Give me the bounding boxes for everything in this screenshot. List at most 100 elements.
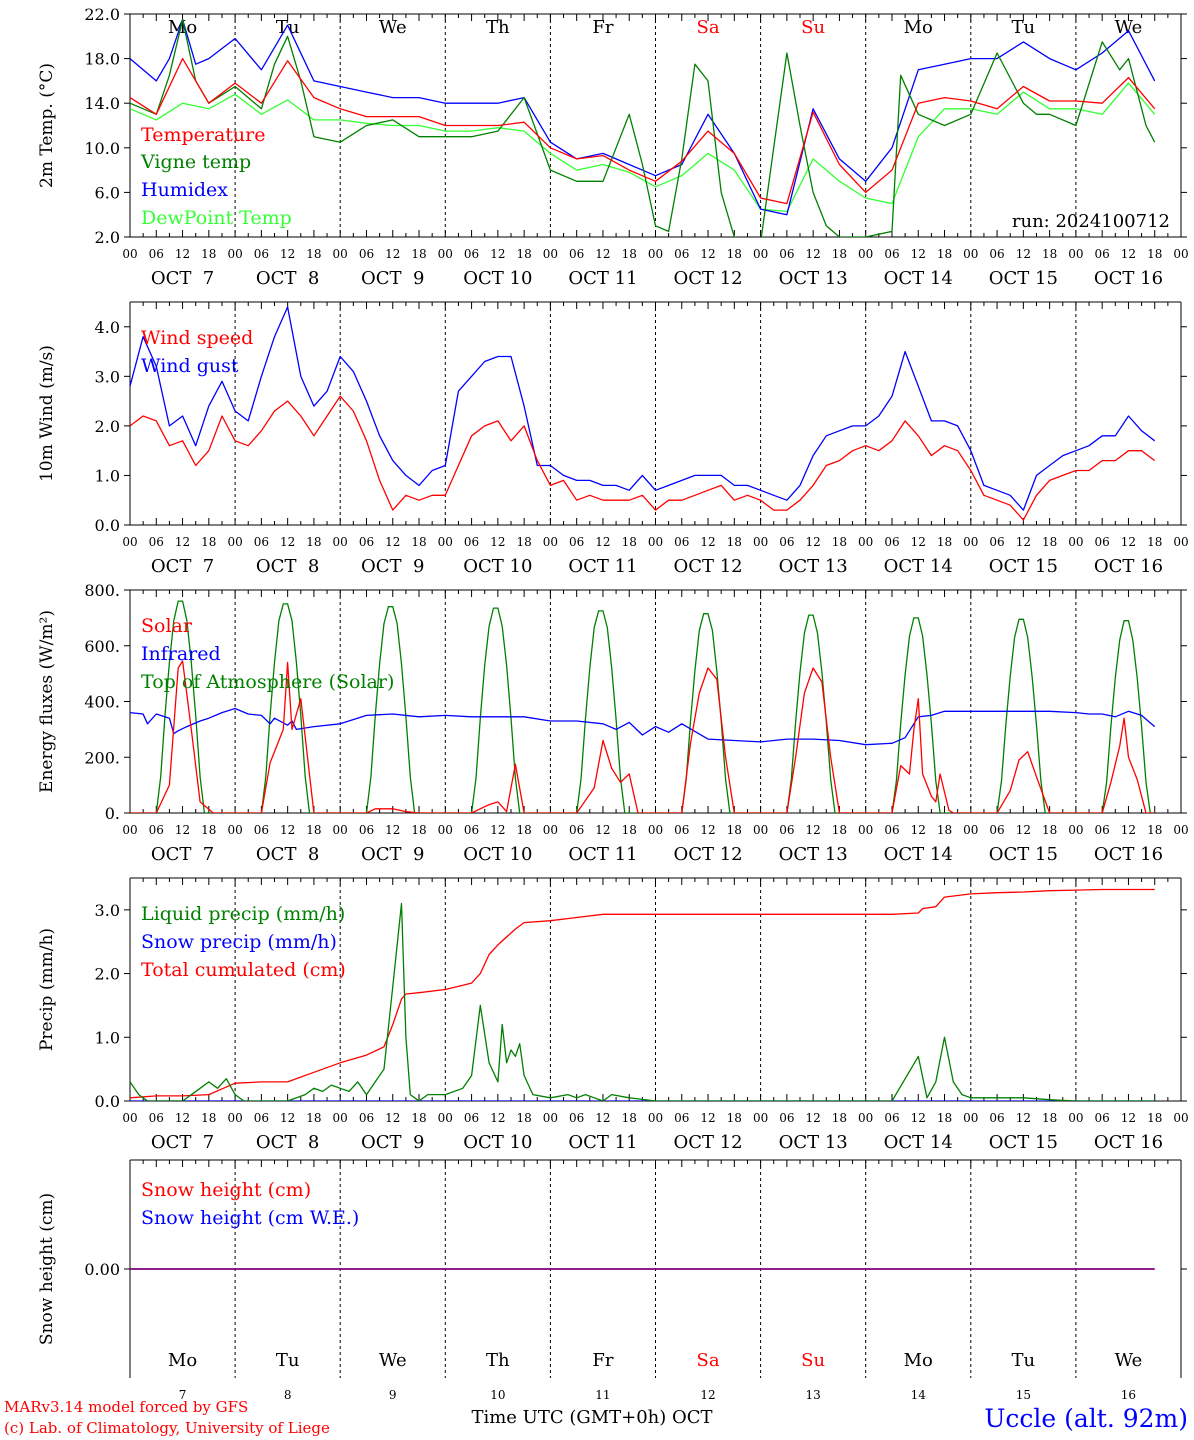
y-tick-label: 22.0 [84,5,120,24]
date-label: OCT 10 [463,844,532,865]
hour-tick-label: 06 [779,535,794,549]
weekday-label: Tu [276,17,300,38]
copyright-credit: (c) Lab. of Climatology, University of L… [4,1419,330,1437]
hour-tick-label: 18 [516,247,531,261]
hour-tick-label: 06 [989,535,1004,549]
hour-tick-label: 06 [464,535,479,549]
series-line-vigne-temp [130,18,1156,237]
run-annotation: run: 2024100712 [1012,211,1170,232]
date-label: OCT 9 [361,844,424,865]
y-axis-label: Snow height (cm) [37,1193,57,1345]
hour-tick-label: 00 [858,1111,873,1125]
day-number: 11 [595,1388,610,1402]
hour-tick-label: 18 [937,247,952,261]
hour-tick-label: 12 [385,823,400,837]
hour-tick-label: 12 [911,535,926,549]
hour-tick-label: 06 [884,535,899,549]
series-group [130,306,1156,521]
hour-tick-label: 00 [333,535,348,549]
date-label: OCT 13 [779,268,848,289]
legend-entry: Total cumulated (cm) [141,959,346,981]
hour-tick-label: 12 [595,247,610,261]
hour-tick-label: 06 [884,823,899,837]
meteogram-footer: MARv3.14 model forced by GFS (c) Lab. of… [4,1398,1188,1437]
day-number: 13 [806,1388,821,1402]
y-tick-label: 0.00 [84,1260,120,1279]
hour-tick-label: 18 [622,247,637,261]
weekday-label: Mo [904,17,933,38]
hour-tick-label: 18 [1042,823,1057,837]
date-label: OCT 9 [361,268,424,289]
legend-entry: Wind speed [141,327,253,349]
y-tick-label: 10.0 [84,139,120,158]
hour-tick-label: 06 [569,247,584,261]
hour-tick-label: 12 [385,247,400,261]
panel-5: 0.00 Snow height (cm) Mo Tu We Th Fr Sa Su Mo Tu We… [37,1159,1187,1402]
hour-tick-label: 12 [1121,1111,1136,1125]
legend-entry: Snow height (cm W.E.) [141,1207,359,1229]
hour-tick-label: 06 [149,247,164,261]
hour-tick-label: 18 [201,535,216,549]
hour-tick-label: 18 [306,823,321,837]
hour-tick-label: 18 [727,1111,742,1125]
legend-entry: Snow height (cm) [141,1179,311,1201]
hour-tick-label: 06 [149,1111,164,1125]
hour-tick-label: 06 [1095,535,1110,549]
hour-tick-label: 12 [1121,247,1136,261]
hour-tick-label: 00 [438,823,453,837]
hour-tick-label: 12 [385,1111,400,1125]
date-label: OCT 12 [673,556,742,577]
date-label: OCT 14 [884,844,953,865]
date-label: OCT 16 [1094,1132,1163,1153]
weekday-label: Fr [592,17,613,38]
hour-tick-label: 12 [280,1111,295,1125]
hour-tick-label: 12 [175,1111,190,1125]
date-label: OCT 11 [568,844,637,865]
hour-tick-label: 00 [963,535,978,549]
hour-tick-label: 12 [1016,1111,1031,1125]
hour-tick-label: 12 [806,535,821,549]
hour-tick-label: 12 [700,535,715,549]
y-tick-label: 0.0 [95,516,120,535]
hour-tick-label: 18 [201,247,216,261]
hour-tick-label: 06 [359,535,374,549]
hour-tick-label: 18 [832,1111,847,1125]
hour-tick-label: 00 [963,1111,978,1125]
series-line-wind-gust [130,306,1156,511]
hour-tick-label: 06 [779,1111,794,1125]
hour-tick-label: 18 [516,1111,531,1125]
y-axis-label: 2m Temp. (°C) [37,63,57,188]
hour-tick-label: 06 [464,247,479,261]
legend-entry: Infrared [141,643,221,665]
hour-tick-label: 06 [1095,247,1110,261]
hour-tick-label: 18 [306,247,321,261]
weekday-label: Sa [697,1350,720,1371]
hour-tick-label: 12 [806,823,821,837]
hour-tick-label: 12 [1121,823,1136,837]
hour-tick-label: 18 [1147,1111,1162,1125]
date-label: OCT 7 [151,844,214,865]
date-label: OCT 14 [884,556,953,577]
legend-entry: DewPoint Temp [141,207,292,229]
date-label: OCT 15 [989,556,1058,577]
y-tick-label: 2.0 [95,417,120,436]
day-number: 12 [700,1388,715,1402]
hour-tick-label: 00 [1068,535,1083,549]
y-tick-label: 0. [105,804,120,823]
hour-tick-label: 00 [543,247,558,261]
weekday-label: We [1115,1350,1143,1371]
hour-tick-label: 00 [543,1111,558,1125]
hour-tick-label: 18 [1147,535,1162,549]
date-label: OCT 12 [673,268,742,289]
hour-tick-label: 06 [989,247,1004,261]
hour-tick-label: 06 [254,247,269,261]
hour-tick-label: 06 [149,535,164,549]
panel-4: 0.0 1.0 2.0 3.0 Precip (mm/h) Liquid precip (… [37,877,1189,1153]
hour-tick-label: 00 [438,535,453,549]
y-tick-label: 1.0 [95,466,120,485]
series-line-liquid-precip-mm-h- [130,902,1155,1101]
legend-entry: Solar [141,615,193,637]
weekday-label: Su [801,1350,825,1371]
hour-tick-label: 00 [753,823,768,837]
y-tick-label: 6.0 [95,183,120,202]
